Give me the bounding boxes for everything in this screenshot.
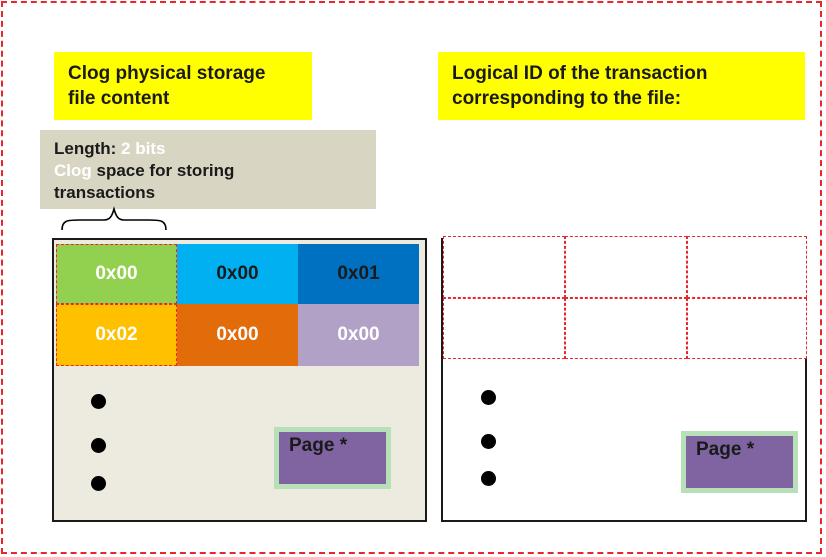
clog-cell-3: 0x01 — [298, 244, 419, 304]
left-storage-panel: 0x00 0x00 0x01 0x02 0x00 0x00 Page * — [52, 238, 427, 522]
ellipsis-dot — [481, 390, 496, 405]
logical-id-cell — [443, 298, 565, 359]
note-length-label: Length: — [54, 139, 122, 158]
note-line-1: Length: 2 bits — [54, 138, 362, 160]
logical-id-cell — [565, 236, 687, 298]
logical-id-cell — [687, 236, 807, 298]
note-length-value: 2 bits — [121, 139, 166, 158]
left-page-label: Page * — [289, 435, 348, 456]
note-line-3: transactions — [54, 183, 156, 202]
ellipsis-dot — [91, 394, 106, 409]
curly-brace-icon — [61, 206, 167, 231]
clog-cell-2: 0x00 — [177, 244, 298, 304]
note-line-2-rest: space for storing — [91, 161, 235, 180]
right-title-line-1: Logical ID of the transaction — [452, 63, 708, 84]
left-title-box: Clog physical storage file content — [54, 52, 312, 120]
right-page-box: Page * — [681, 431, 798, 493]
left-page-box: Page * — [274, 427, 391, 489]
ellipsis-dot — [481, 434, 496, 449]
right-title-line-2: corresponding to the file: — [452, 88, 682, 109]
ellipsis-dot — [91, 476, 106, 491]
right-title-box: Logical ID of the transaction correspond… — [438, 52, 805, 120]
right-page-label: Page * — [696, 439, 755, 460]
logical-id-cell — [565, 298, 687, 359]
clog-cell-4: 0x02 — [56, 304, 177, 366]
clog-cell-5: 0x00 — [177, 304, 298, 366]
clog-cell-2-value: 0x00 — [216, 263, 259, 284]
clog-cell-6-value: 0x00 — [337, 324, 380, 345]
note-line-2: Clog space for storing — [54, 160, 362, 182]
clog-cell-3-value: 0x01 — [337, 263, 380, 284]
right-id-panel: Page * — [441, 236, 807, 522]
clog-cell-1-value: 0x00 — [95, 263, 138, 284]
logical-id-cell — [443, 236, 565, 298]
clog-cell-1: 0x00 — [56, 244, 177, 304]
ellipsis-dot — [91, 438, 106, 453]
clog-cell-5-value: 0x00 — [216, 324, 259, 345]
length-note: Length: 2 bits Clog space for storing tr… — [40, 130, 376, 209]
clog-cell-4-value: 0x02 — [95, 324, 138, 345]
left-title-line-1: Clog physical storage — [68, 63, 266, 84]
clog-cell-6: 0x00 — [298, 304, 419, 366]
left-title-line-2: file content — [68, 88, 170, 109]
note-clog-word: Clog — [54, 161, 92, 180]
ellipsis-dot — [481, 471, 496, 486]
logical-id-cell — [687, 298, 807, 359]
